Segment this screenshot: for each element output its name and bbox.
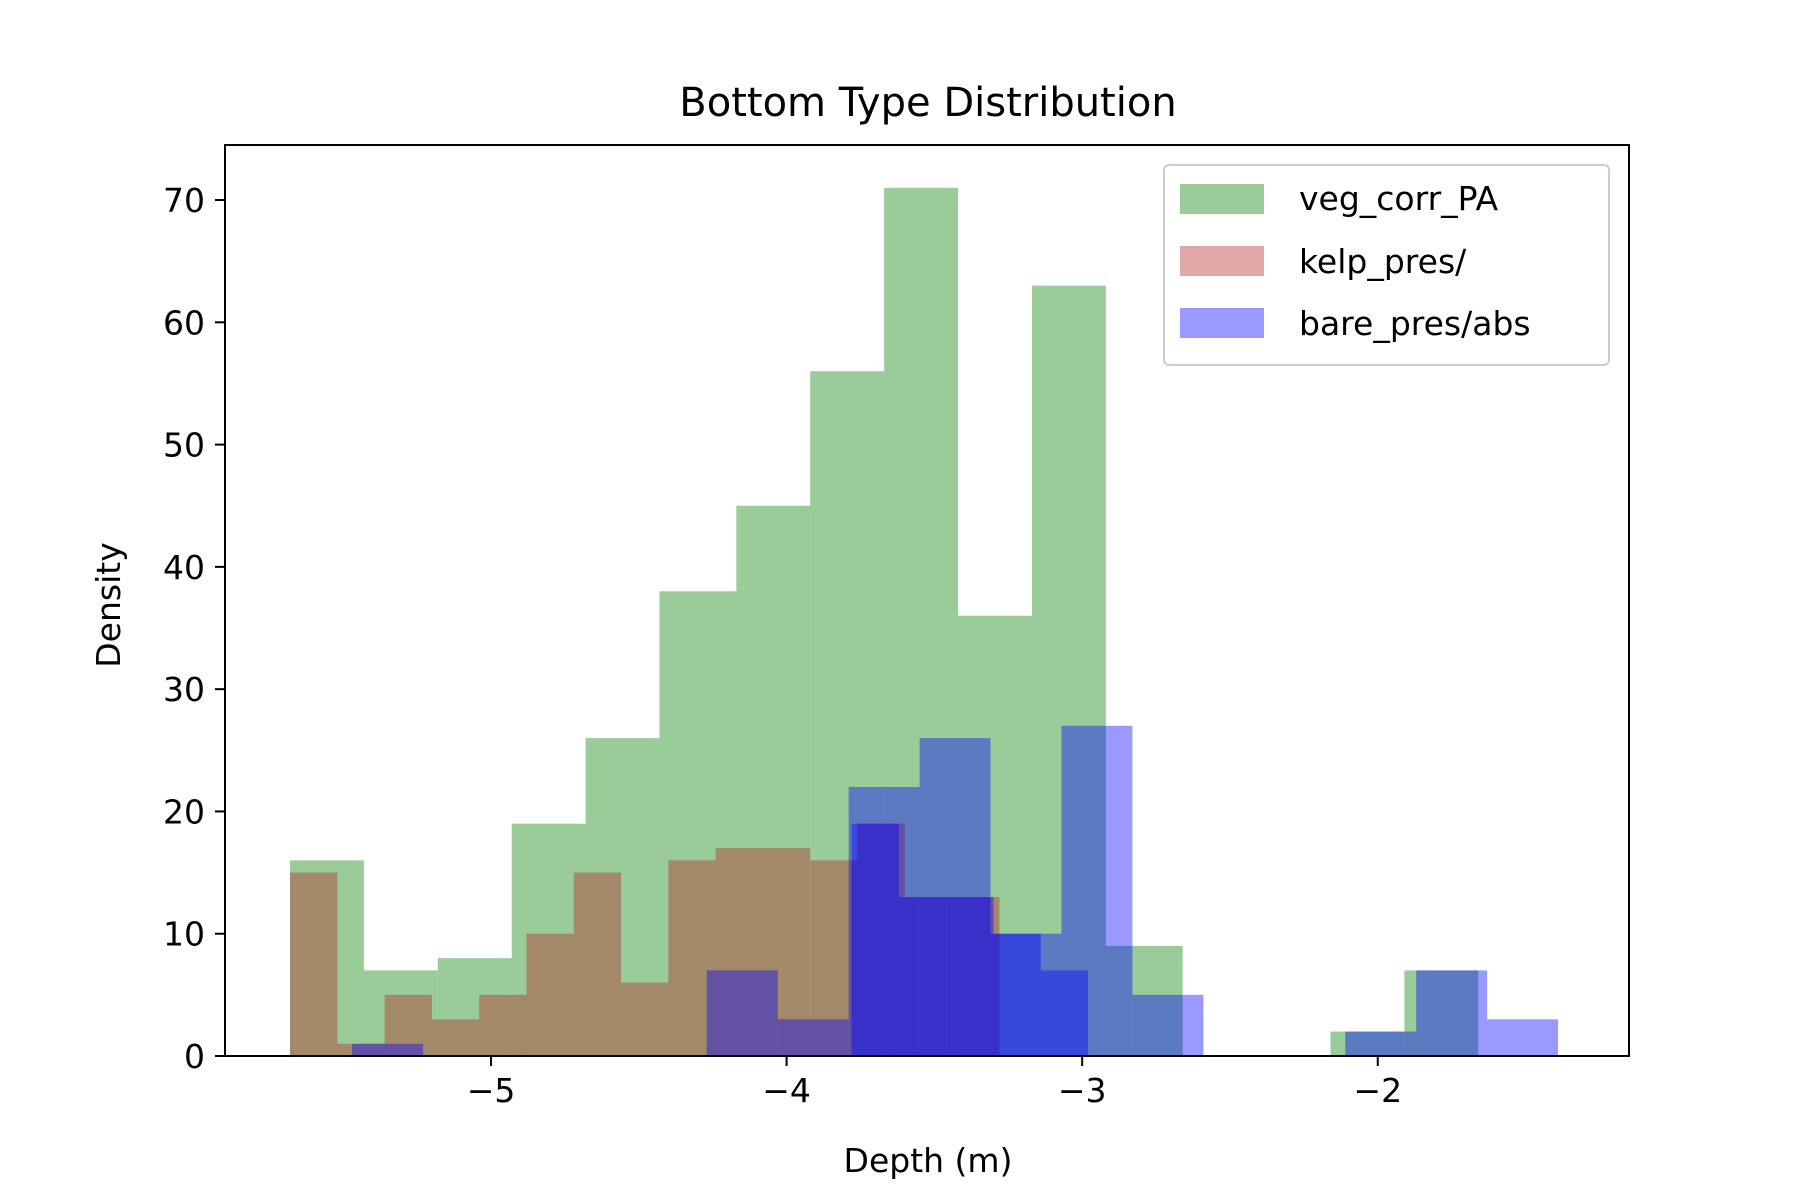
histogram-bar: [585, 738, 660, 1056]
y-axis-ticks: 0 10 20 30 40 50 60 70: [163, 181, 225, 1076]
chart-title: Bottom Type Distribution: [679, 80, 1176, 126]
histogram-bar: [884, 187, 959, 1057]
histogram-bar: [1031, 285, 1106, 1057]
histogram-bar: [668, 860, 716, 1056]
y-tick-label: 30: [163, 670, 205, 709]
histogram-bar: [848, 786, 920, 1056]
histogram-bar: [352, 1043, 424, 1056]
series-0-bars: [290, 187, 1479, 1057]
legend-label-kelp: kelp_pres/: [1299, 242, 1467, 281]
histogram-bar: [958, 615, 1032, 1056]
histogram-bar: [706, 970, 778, 1056]
histogram-bar: [810, 371, 885, 1057]
histogram-bar: [904, 897, 953, 1056]
histogram-bar: [1404, 970, 1479, 1056]
legend-swatch-bare: [1180, 308, 1264, 338]
histogram-bar: [573, 872, 622, 1056]
y-tick-label: 0: [184, 1037, 205, 1076]
histogram-bar: [337, 1043, 385, 1056]
y-tick-label: 10: [163, 915, 205, 954]
histogram-bar: [851, 823, 899, 1056]
legend-swatch-kelp: [1180, 246, 1264, 276]
histogram-bar: [762, 848, 811, 1056]
x-axis-ticks: −5 −4 −3 −2: [467, 1056, 1402, 1110]
histogram-bar: [511, 823, 586, 1056]
histogram-bar: [290, 872, 338, 1056]
histogram-bar: [1487, 1019, 1559, 1056]
legend-swatch-veg: [1180, 184, 1264, 214]
x-tick-label: −5: [467, 1071, 516, 1110]
x-tick-label: −3: [1058, 1071, 1107, 1110]
x-tick-label: −4: [762, 1071, 811, 1110]
y-axis-label: Density: [89, 542, 128, 667]
legend-label-bare: bare_pres/abs: [1299, 304, 1531, 343]
histogram-bar: [1105, 945, 1183, 1056]
series-2-bars: [352, 725, 1559, 1056]
histogram-bar: [479, 994, 527, 1056]
histogram-bar: [437, 958, 512, 1056]
histogram-bar: [290, 860, 364, 1056]
histogram-bar: [993, 933, 1041, 1056]
y-tick-label: 60: [163, 303, 205, 342]
x-axis-label: Depth (m): [844, 1141, 1013, 1180]
histogram-bar: [777, 1019, 849, 1056]
y-tick-label: 40: [163, 548, 205, 587]
histogram-bar: [952, 897, 1000, 1056]
histogram-bar: [384, 994, 432, 1056]
histogram-bar: [1330, 1031, 1405, 1056]
histogram-bar: [431, 1019, 480, 1056]
histogram-bar: [736, 505, 811, 1056]
histogram-bar: [810, 860, 858, 1056]
histogram-bar: [990, 933, 1062, 1056]
y-tick-label: 20: [163, 792, 205, 831]
histogram-bar: [898, 897, 947, 1056]
histogram-bar: [526, 933, 574, 1056]
histogram-bar: [715, 848, 763, 1056]
legend-label-veg: veg_corr_PA: [1299, 179, 1498, 218]
x-tick-label: −2: [1353, 1071, 1402, 1110]
histogram-bar: [1061, 725, 1133, 1056]
histogram-bar: [1416, 970, 1488, 1056]
series-1-bars: [290, 823, 1000, 1056]
histogram-bar: [659, 591, 737, 1056]
histogram-bars: [290, 187, 1559, 1057]
series-3-bars: [851, 823, 1089, 1056]
histogram-bar: [857, 823, 905, 1056]
histogram-bar: [919, 738, 991, 1056]
y-tick-label: 50: [163, 426, 205, 465]
histogram-bar: [621, 982, 669, 1056]
legend: veg_corr_PA kelp_pres/ bare_pres/abs: [1163, 164, 1610, 366]
y-tick-label: 70: [163, 181, 205, 220]
histogram-bar: [363, 970, 438, 1056]
legend-frame: [1163, 164, 1610, 366]
histogram-bar: [1040, 970, 1089, 1056]
histogram-bar: [1345, 1031, 1417, 1056]
histogram-bar: [1132, 994, 1204, 1056]
histogram-bar: [946, 897, 994, 1056]
plot-frame: [224, 144, 1630, 1057]
